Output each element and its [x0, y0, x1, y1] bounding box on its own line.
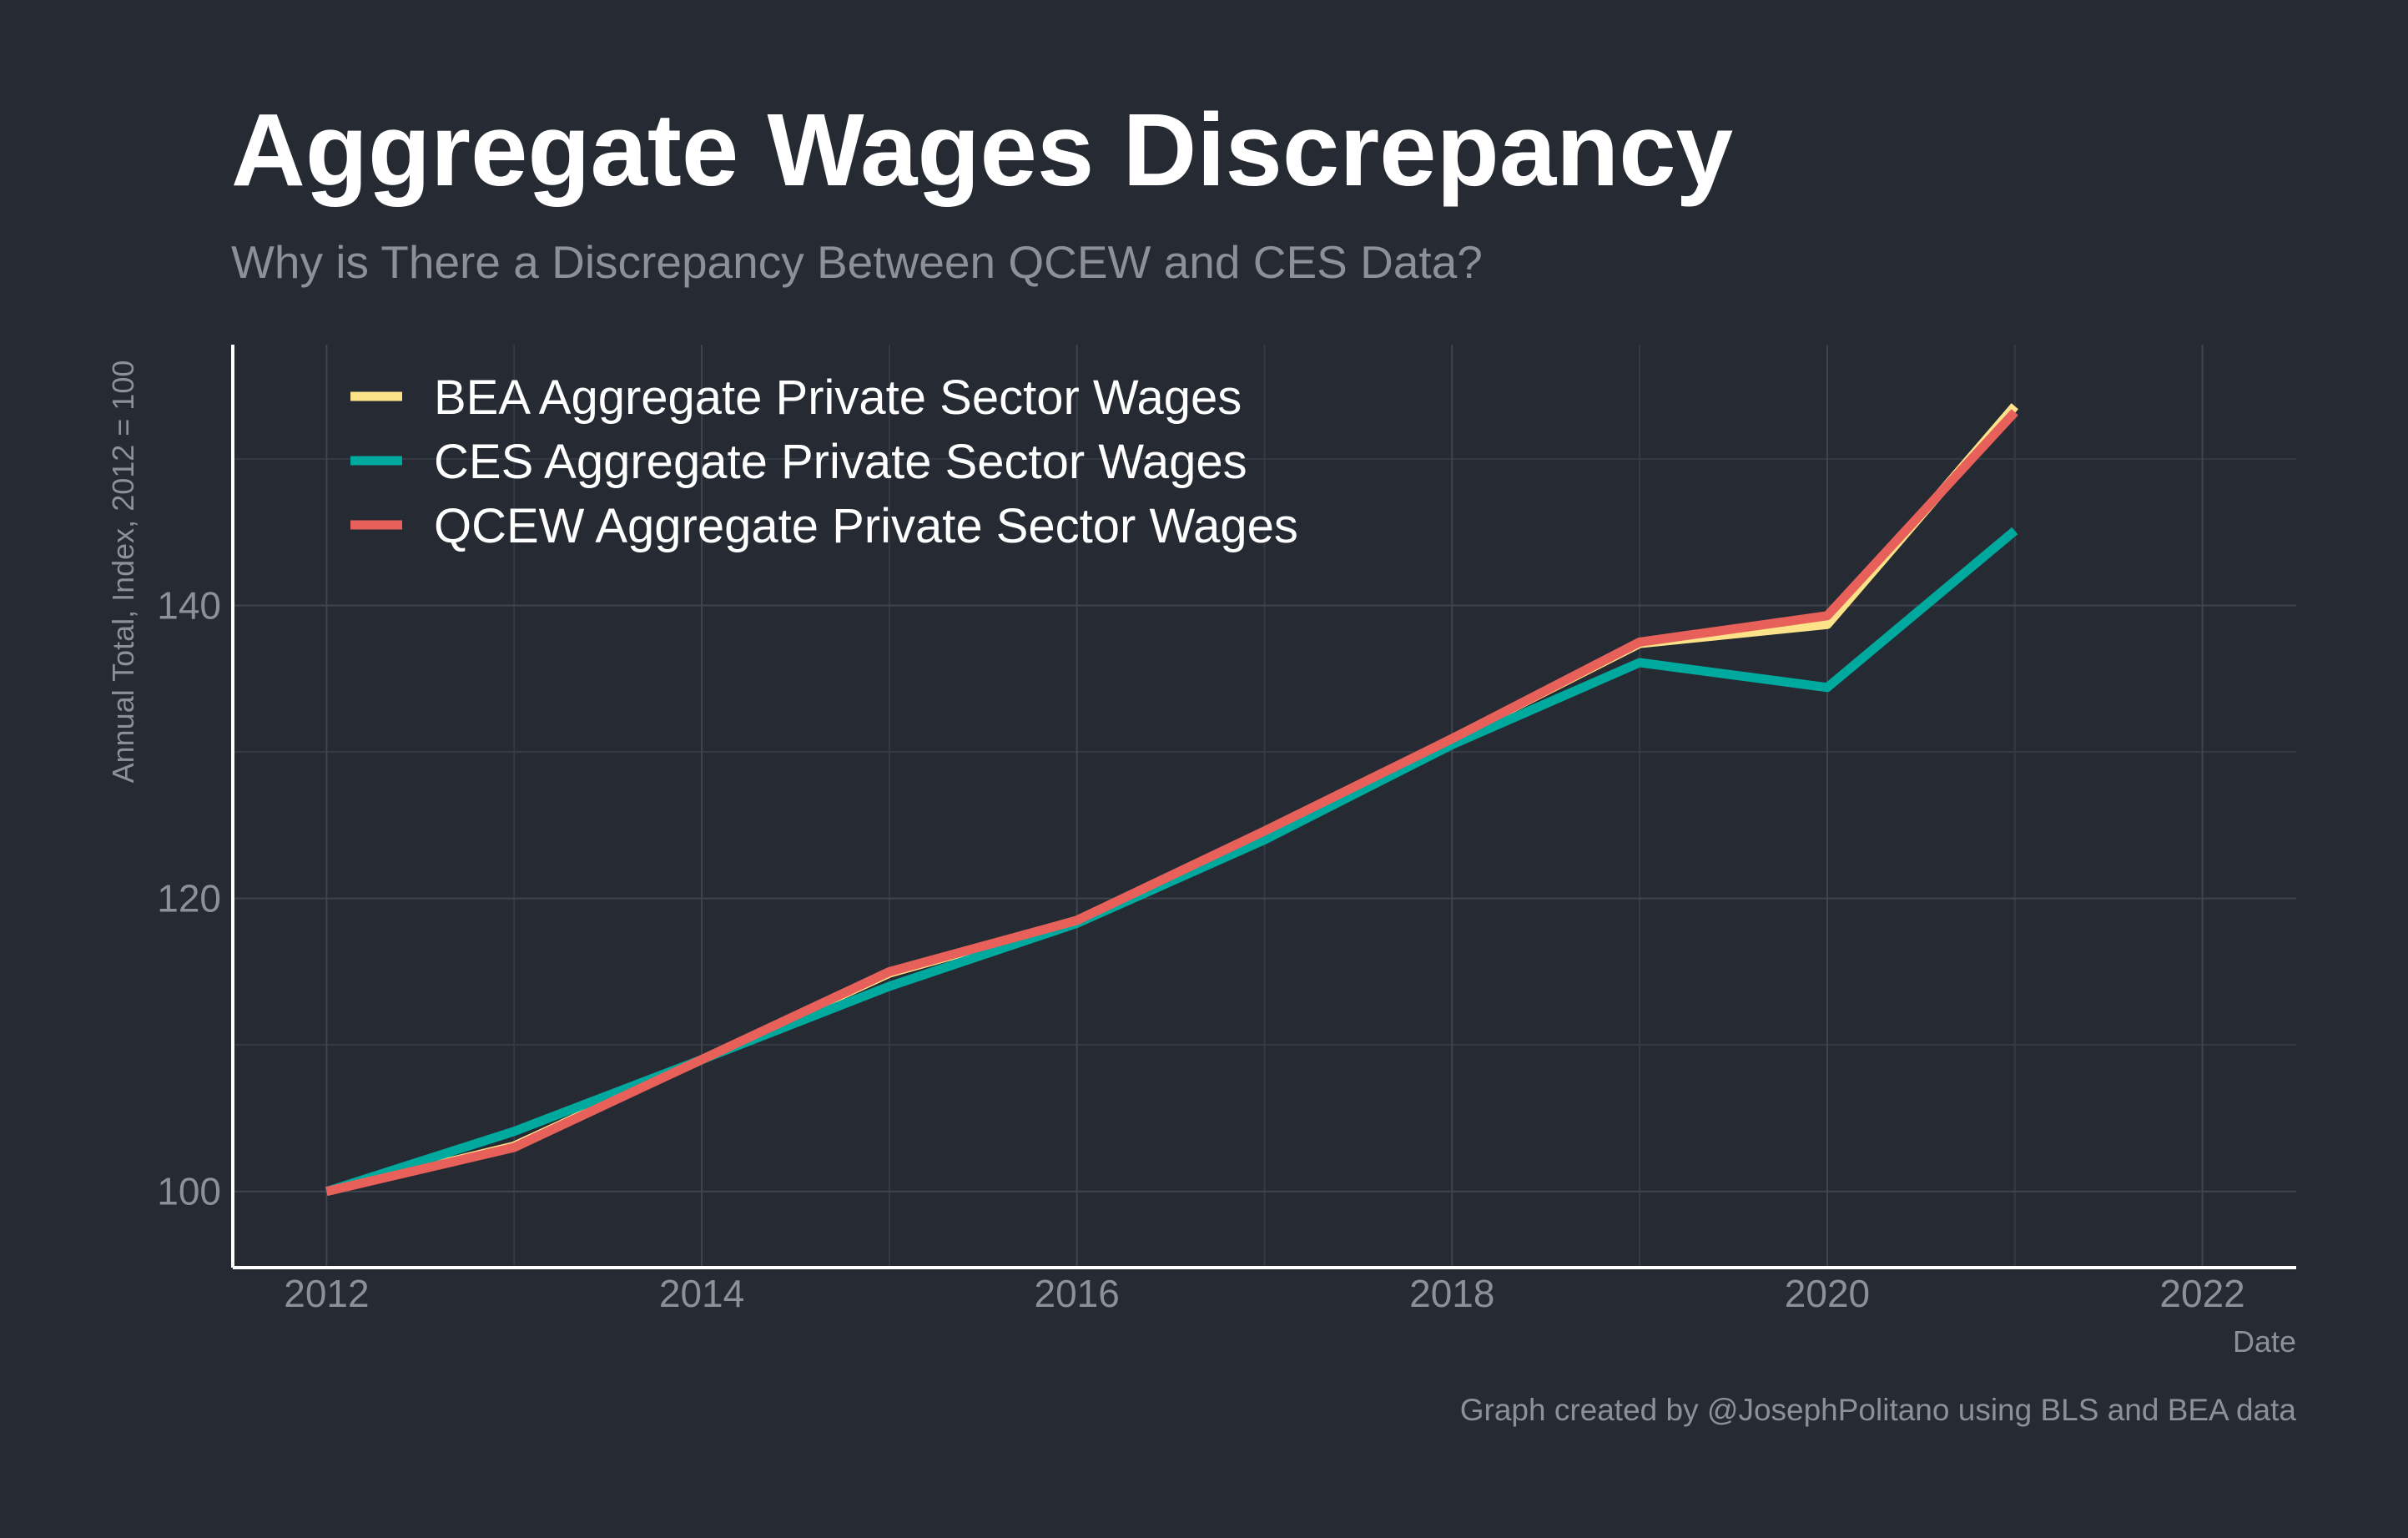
legend-item-qcew: QCEW Aggregate Private Sector Wages	[350, 499, 1298, 553]
x-tick-label: 2018	[1409, 1272, 1494, 1315]
legend: BEA Aggregate Private Sector Wages CES Ag…	[350, 371, 1298, 553]
x-tick-label: 2014	[659, 1272, 744, 1315]
y-tick-label: 100	[157, 1170, 221, 1213]
x-tick-label: 2022	[2159, 1272, 2244, 1315]
y-axis-tick-labels: 100 120 140	[157, 583, 221, 1213]
y-tick-label: 120	[157, 877, 221, 920]
y-axis-label: Annual Total, Index, 2012 = 100	[106, 361, 140, 784]
legend-label: QCEW Aggregate Private Sector Wages	[434, 499, 1298, 553]
x-tick-label: 2020	[1785, 1272, 1870, 1315]
legend-item-ces: CES Aggregate Private Sector Wages	[350, 435, 1247, 489]
series-lines	[325, 403, 2018, 1197]
x-tick-label: 2016	[1035, 1272, 1120, 1315]
minor-gridlines	[233, 345, 2296, 1268]
series-line-qcew	[325, 409, 2018, 1197]
legend-label: CES Aggregate Private Sector Wages	[434, 435, 1247, 489]
chart-subtitle: Why is There a Discrepancy Between QCEW …	[231, 236, 1483, 288]
legend-label: BEA Aggregate Private Sector Wages	[434, 371, 1242, 425]
x-axis-tick-labels: 2012 2014 2016 2018 2020 2022	[284, 1272, 2245, 1315]
chart-title: Aggregate Wages Discrepancy	[231, 93, 1733, 208]
x-axis-label: Date	[2233, 1324, 2296, 1359]
series-line-ces	[325, 527, 2018, 1196]
y-tick-label: 140	[157, 583, 221, 627]
x-tick-label: 2012	[284, 1272, 369, 1315]
chart-caption: Graph created by @JosephPolitano using B…	[1460, 1393, 2297, 1427]
legend-item-bea: BEA Aggregate Private Sector Wages	[350, 371, 1242, 425]
major-gridlines	[233, 345, 2296, 1268]
